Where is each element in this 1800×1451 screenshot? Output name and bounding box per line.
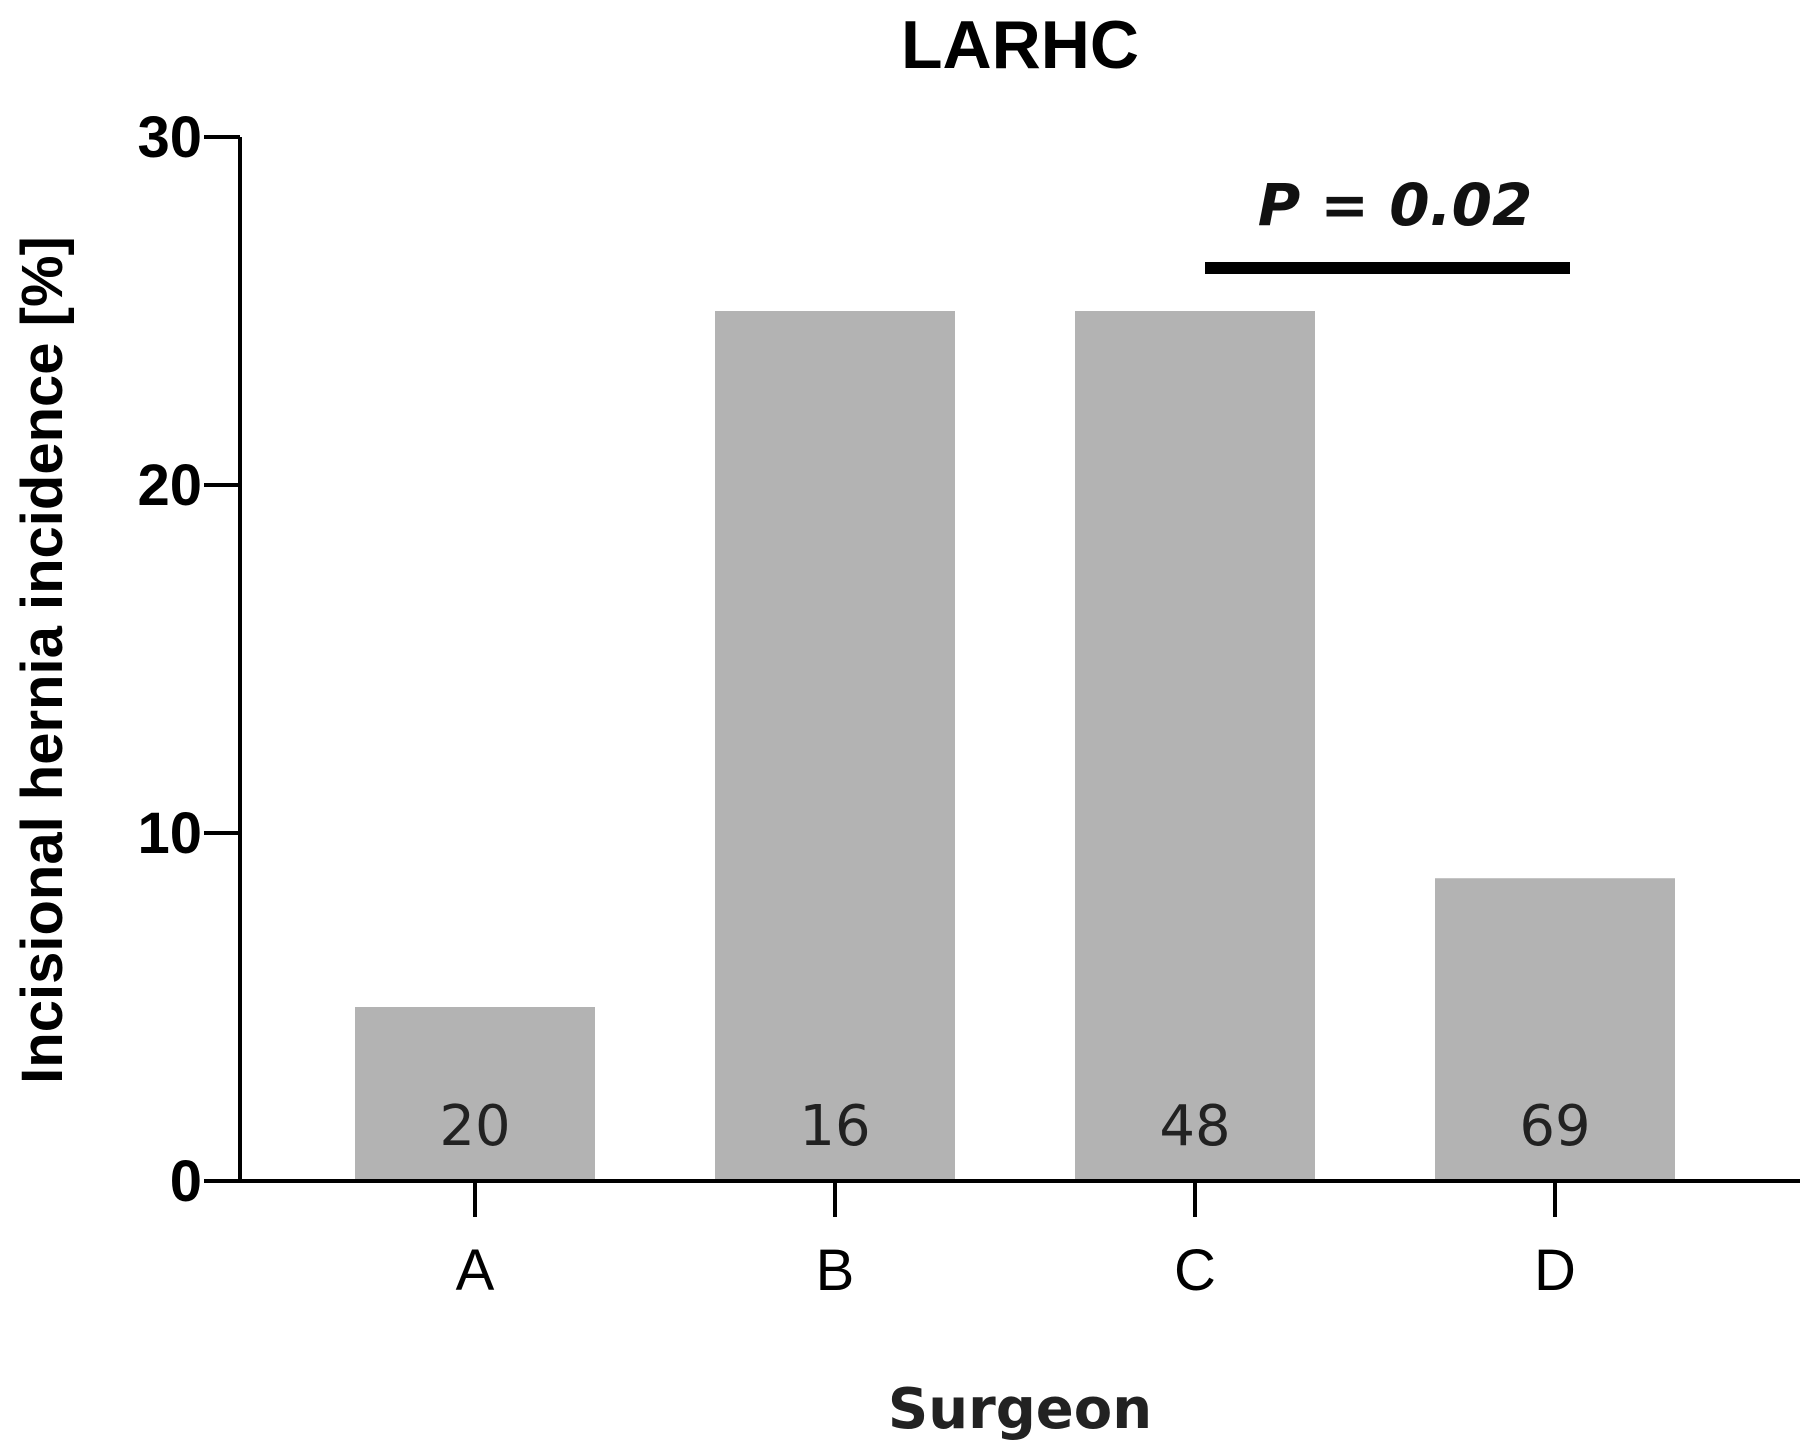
axes-group: 0 10 20 30 A B C D bbox=[137, 105, 1800, 1303]
y-tick-label-30: 30 bbox=[137, 105, 202, 170]
x-axis-label: Surgeon bbox=[888, 1377, 1152, 1442]
bar-label-D: 69 bbox=[1519, 1094, 1590, 1159]
x-tick-label-D: D bbox=[1534, 1238, 1576, 1303]
bar-A bbox=[355, 1007, 595, 1181]
x-tick-label-A: A bbox=[456, 1238, 495, 1303]
y-tick-label-20: 20 bbox=[137, 453, 202, 518]
chart-title: LARHC bbox=[901, 7, 1139, 83]
x-tick-label-B: B bbox=[816, 1238, 855, 1303]
y-axis-label: Incisional hernia incidence [%] bbox=[10, 236, 75, 1084]
y-tick-label-0: 0 bbox=[170, 1149, 202, 1214]
bar-D bbox=[1435, 878, 1675, 1181]
annotations-group: P = 0.02 bbox=[1205, 171, 1570, 274]
x-tick-label-C: C bbox=[1174, 1238, 1216, 1303]
bar-label-A: 20 bbox=[439, 1094, 510, 1159]
bar-label-B: 16 bbox=[799, 1094, 870, 1159]
bar-B bbox=[715, 311, 955, 1181]
p-value-label: P = 0.02 bbox=[1258, 171, 1533, 239]
bars-group: 20 16 48 69 bbox=[355, 311, 1675, 1181]
bar-C bbox=[1075, 311, 1315, 1181]
y-tick-label-10: 10 bbox=[137, 801, 202, 866]
bar-label-C: 48 bbox=[1159, 1094, 1230, 1159]
